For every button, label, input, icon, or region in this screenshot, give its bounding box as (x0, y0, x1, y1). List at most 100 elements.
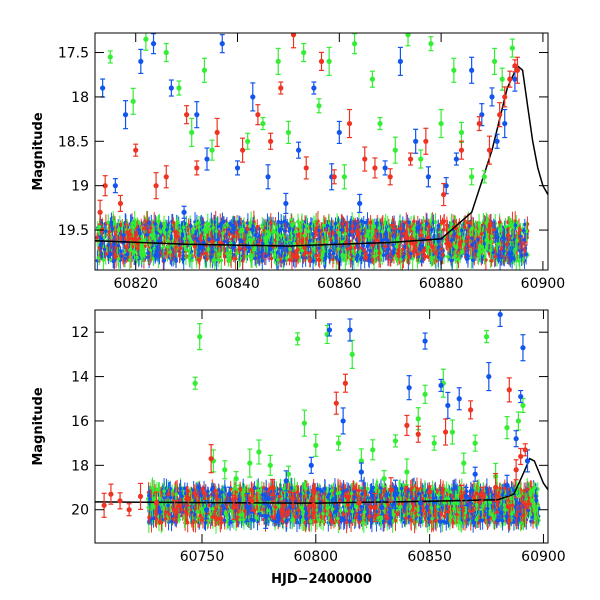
data-point (347, 318, 353, 342)
data-point (441, 182, 447, 207)
data-point (513, 459, 519, 481)
data-point (117, 194, 124, 213)
data-point (515, 411, 522, 431)
data-point (377, 116, 383, 131)
data-point (422, 332, 428, 350)
data-point (499, 67, 505, 91)
data-point (351, 33, 358, 55)
data-point (428, 36, 434, 52)
x-tick-label: 60800 (294, 549, 339, 565)
data-point (342, 373, 349, 393)
data-point (130, 87, 136, 115)
top-panel: 60820 60840 60860 60880 60900 17.5 18 18.5 19 19.… (31, 32, 566, 292)
data-point (201, 57, 208, 83)
data-point (326, 46, 332, 77)
data-point (231, 494, 237, 521)
data-point (406, 375, 412, 401)
data-point (481, 170, 487, 184)
data-point (197, 323, 203, 351)
data-point (311, 81, 317, 95)
x-tick-label: 60900 (521, 276, 566, 292)
data-point (358, 462, 364, 482)
data-point (222, 460, 228, 480)
model-curve (95, 457, 548, 504)
data-point (514, 56, 521, 84)
data-point (369, 70, 375, 88)
data-point (392, 136, 398, 164)
data-point (453, 152, 459, 166)
bottom-panel: 60750 60800 60850 60900 12 14 16 18 20 Magnitude H… (31, 309, 566, 587)
data-point (422, 384, 428, 404)
data-point (194, 101, 200, 129)
data-point (451, 57, 457, 83)
x-axis-label: HJD−2400000 (271, 572, 372, 587)
data-point (445, 391, 451, 420)
y-tick-label: 14 (71, 370, 89, 386)
data-point (379, 499, 385, 516)
data-point (303, 156, 309, 180)
y-axis-label: Magnitude (31, 112, 46, 191)
data-point (185, 491, 191, 507)
data-point (397, 46, 403, 77)
data-point (497, 310, 503, 328)
data-point (407, 152, 414, 166)
data-point (449, 419, 455, 445)
data-point (491, 47, 498, 76)
series-2 (101, 373, 528, 523)
data-point (458, 140, 465, 160)
data-point (247, 448, 253, 478)
data-point (372, 157, 378, 179)
data-point (250, 82, 256, 112)
data-point (290, 33, 297, 49)
data-point (275, 47, 281, 76)
data-point (138, 48, 144, 75)
data-point (310, 491, 317, 519)
data-point (219, 34, 225, 54)
data-point (468, 400, 474, 420)
data-point (340, 407, 346, 435)
data-point (269, 478, 276, 497)
data-point (245, 132, 251, 150)
data-point (387, 168, 393, 186)
data-point (267, 454, 273, 476)
data-point (423, 127, 429, 155)
data-point (176, 80, 182, 96)
data-point (153, 491, 160, 515)
x-tick-label: 60820 (113, 276, 158, 292)
data-point (392, 479, 399, 509)
data-point (357, 193, 363, 214)
y-tick-label: 16 (71, 414, 89, 430)
y-axis-label: Magnitude (31, 387, 46, 466)
data-point (108, 483, 114, 505)
data-point (209, 139, 215, 161)
data-point (122, 100, 129, 130)
data-point (438, 108, 444, 139)
data-point (301, 42, 307, 63)
data-point (381, 470, 387, 488)
data-point (405, 33, 411, 47)
data-point (469, 56, 475, 84)
data-point (346, 108, 353, 139)
data-point (341, 164, 348, 190)
dense-points-texture (95, 210, 530, 270)
data-point (181, 205, 187, 219)
data-point (372, 492, 378, 523)
data-point (476, 115, 482, 132)
y-tick-label: 19 (71, 179, 89, 195)
data-point (472, 434, 478, 452)
series-1 (203, 310, 531, 529)
data-point (294, 332, 301, 346)
data-point (486, 135, 493, 165)
data-point (301, 409, 308, 437)
data-point (283, 470, 289, 492)
data-point (518, 447, 524, 466)
data-point (107, 50, 113, 64)
data-point (497, 102, 503, 128)
data-point (126, 503, 132, 517)
data-point (461, 452, 467, 474)
data-point (290, 492, 296, 506)
data-point (137, 482, 144, 510)
data-point (263, 503, 269, 529)
data-point (203, 500, 210, 520)
data-point (153, 172, 159, 200)
